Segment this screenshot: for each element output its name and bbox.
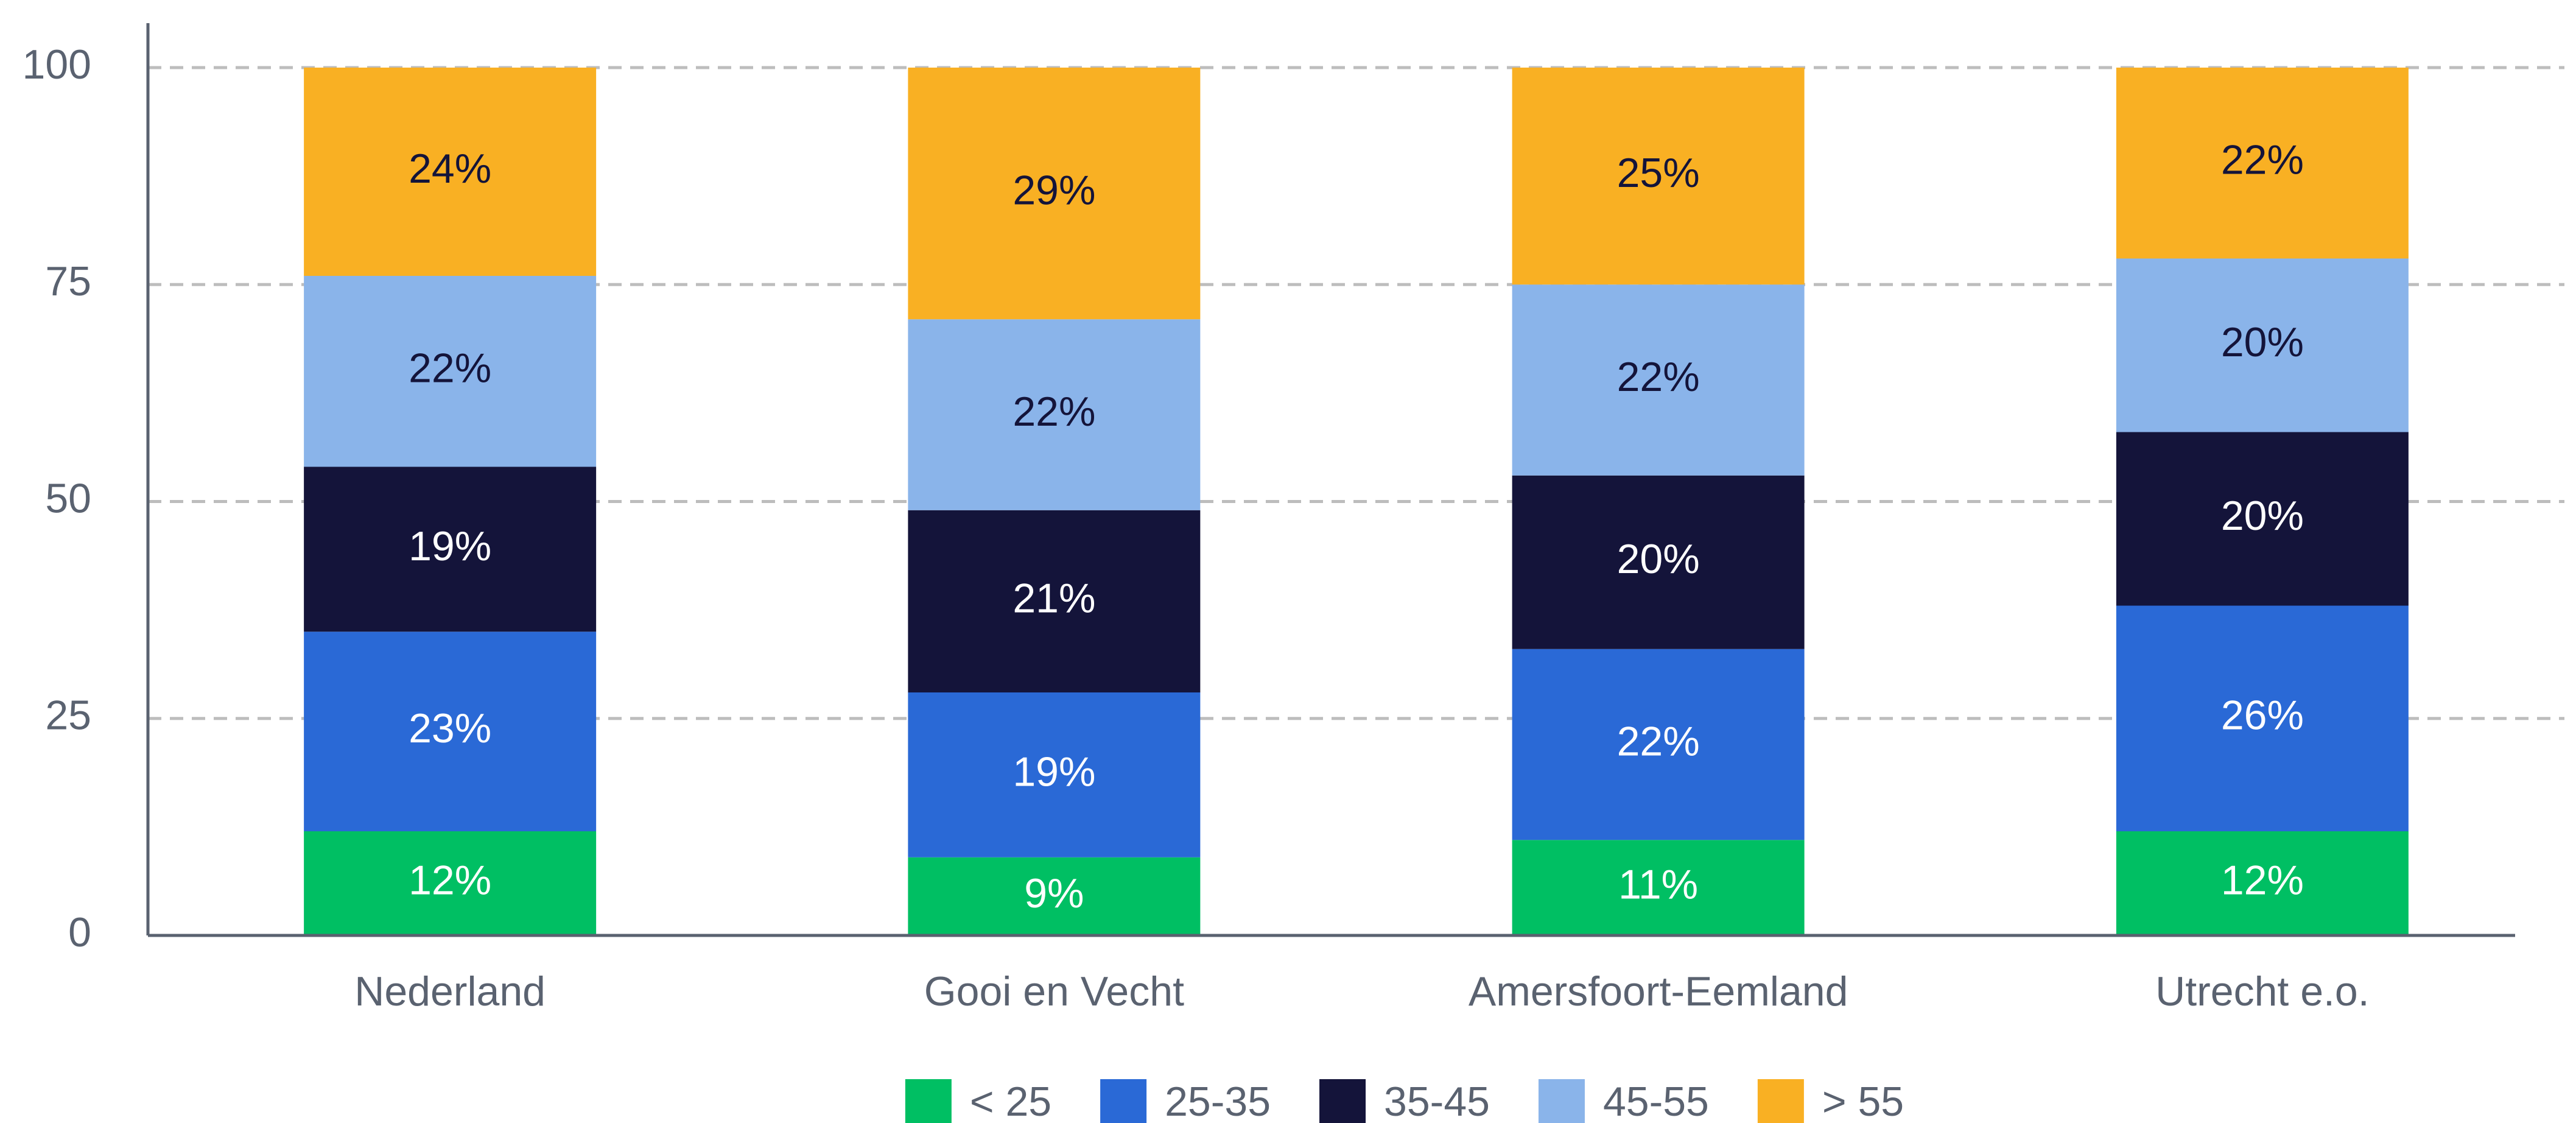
legend-label: 45-55 xyxy=(1603,1079,1709,1123)
data-label: 12% xyxy=(409,857,491,903)
y-tick-label: 100 xyxy=(23,41,91,88)
data-label: 22% xyxy=(409,345,491,392)
bar-segment xyxy=(908,510,1201,692)
data-label: 22% xyxy=(2221,137,2304,183)
data-label: 19% xyxy=(409,523,491,569)
bar-segment xyxy=(1512,840,1805,935)
bar-segment xyxy=(908,692,1201,857)
bar-segment xyxy=(2116,68,2409,259)
bar-segment xyxy=(304,632,597,831)
data-label: 11% xyxy=(1618,862,1698,908)
data-label: 20% xyxy=(2221,493,2304,539)
bar-segment xyxy=(908,857,1201,935)
data-label: 19% xyxy=(1013,748,1095,795)
y-tick-label: 0 xyxy=(68,909,91,956)
data-label: 20% xyxy=(1617,536,1700,582)
bar-segment xyxy=(304,276,597,467)
bar-segment xyxy=(1512,475,1805,649)
data-label: 9% xyxy=(1024,870,1084,917)
data-label: 20% xyxy=(2221,319,2304,365)
y-tick-label: 25 xyxy=(45,692,91,739)
data-label: 22% xyxy=(1617,354,1700,400)
x-tick-label: Utrecht e.o. xyxy=(2155,968,2370,1015)
data-label: 26% xyxy=(2221,692,2304,739)
bar-segment xyxy=(1512,649,1805,840)
x-tick-label: Amersfoort-Eemland xyxy=(1469,968,1848,1015)
legend-swatch xyxy=(905,1079,952,1123)
data-label: 22% xyxy=(1013,389,1095,435)
bar-segment xyxy=(2116,831,2409,935)
legend-label: > 55 xyxy=(1822,1079,1904,1123)
bar-segment xyxy=(2116,432,2409,606)
bar-segment xyxy=(908,68,1201,320)
legend-swatch xyxy=(1538,1079,1585,1123)
legend-label: 35-45 xyxy=(1384,1079,1490,1123)
data-label: 29% xyxy=(1013,167,1095,214)
x-tick-label: Nederland xyxy=(354,968,546,1015)
legend: < 25 25-35 35-45 45-55 > 55 xyxy=(905,1079,1904,1123)
data-label: 22% xyxy=(1617,718,1700,764)
data-label: 12% xyxy=(2221,857,2304,903)
legend-swatch xyxy=(1100,1079,1147,1123)
bar-segment xyxy=(2116,605,2409,831)
y-tick-label: 75 xyxy=(45,258,91,305)
legend-label: 25-35 xyxy=(1165,1079,1271,1123)
bar-segment xyxy=(1512,284,1805,476)
x-tick-label: Gooi en Vecht xyxy=(924,968,1184,1015)
data-label: 25% xyxy=(1617,150,1700,196)
y-tick-label: 50 xyxy=(45,475,91,521)
bar-segment xyxy=(304,466,597,632)
bar-segment xyxy=(908,319,1201,510)
bar-segment xyxy=(304,68,597,276)
bar-segment xyxy=(2116,258,2409,432)
bar-segment xyxy=(304,831,597,935)
legend-swatch xyxy=(1757,1079,1804,1123)
data-label: 23% xyxy=(409,705,491,752)
legend-label: < 25 xyxy=(970,1079,1051,1123)
data-label: 21% xyxy=(1013,575,1095,621)
bar-segment xyxy=(1512,68,1805,285)
data-label: 24% xyxy=(409,146,491,192)
legend-swatch xyxy=(1319,1079,1366,1123)
